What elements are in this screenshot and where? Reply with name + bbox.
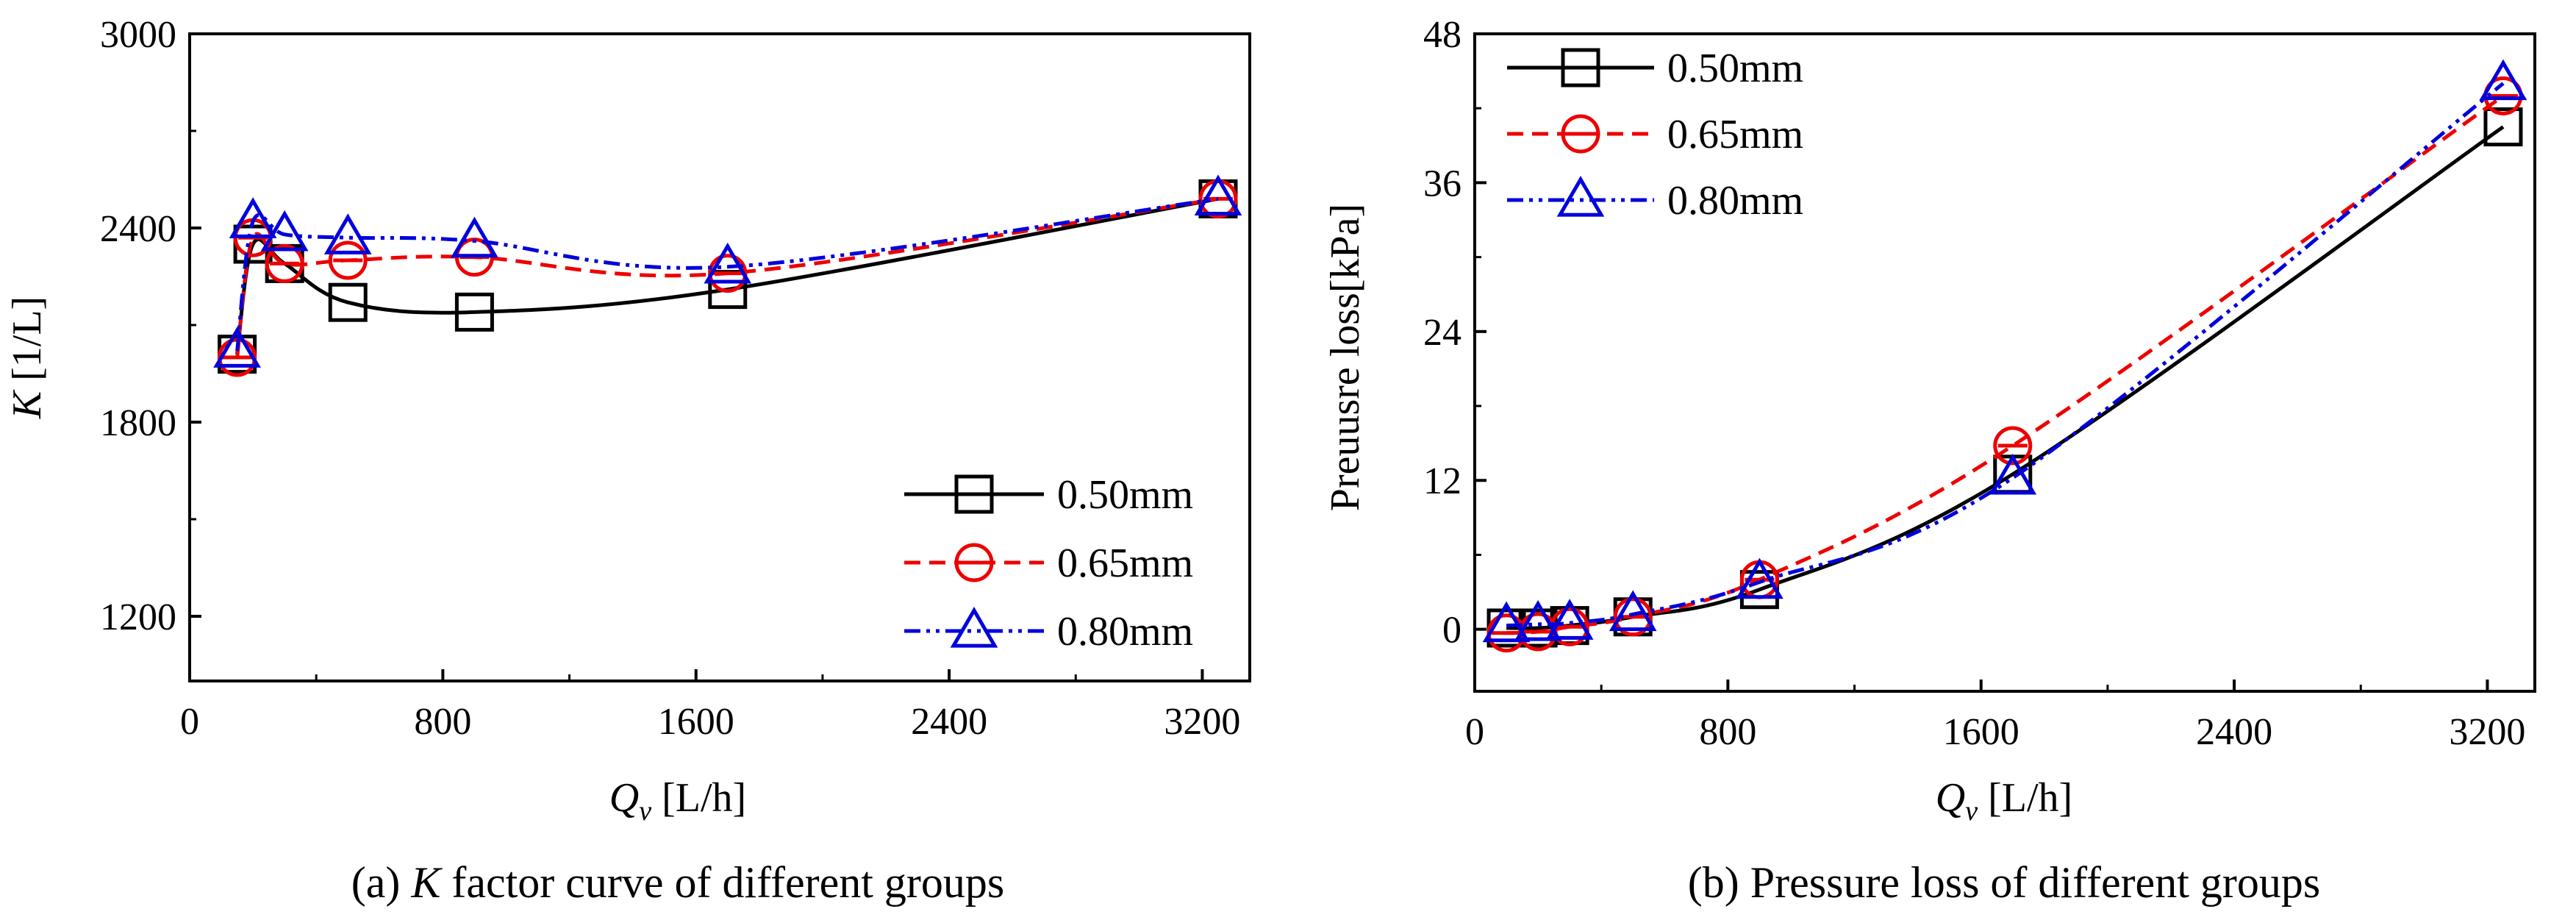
- x-tick-label: 1600: [1943, 711, 2019, 753]
- caption-symbol: K: [410, 858, 443, 907]
- x-tick-label: 800: [414, 701, 471, 743]
- x-tick-label: 800: [1699, 711, 1756, 753]
- data-point: [1545, 599, 1594, 640]
- data-point-ring: [1993, 426, 2033, 466]
- data-point: [1736, 557, 1783, 599]
- x-axis-label-subscript: v: [639, 796, 651, 827]
- x-axis-label-symbol: Q: [609, 775, 639, 821]
- data-point: [260, 210, 309, 252]
- y-tick-label: 24: [1423, 312, 1461, 354]
- y-axis-label-symbol: K: [4, 389, 50, 419]
- data-point: [1609, 590, 1657, 632]
- caption-text: factor curve of different groups: [440, 858, 1004, 907]
- legend-entry-0.65mm: 0.65mm: [1507, 112, 1803, 157]
- data-point: [328, 282, 368, 322]
- y-axis-label-unit: [1/L]: [4, 296, 50, 391]
- data-point-ring: [265, 243, 304, 283]
- data-point: [451, 216, 498, 258]
- data-point: [2483, 107, 2523, 147]
- data-point: [1194, 174, 1242, 216]
- y-tick-label: 36: [1423, 163, 1461, 204]
- x-tick-label: 2400: [2196, 711, 2272, 753]
- legend-entry-0.65mm: 0.65mm: [904, 541, 1193, 586]
- legend-label: 0.65mm: [1667, 112, 1803, 157]
- data-point: [328, 240, 368, 280]
- x-tick-label: 3200: [2449, 711, 2525, 753]
- data-point: [708, 254, 748, 293]
- data-point-ring: [328, 240, 368, 280]
- series-line: [1506, 82, 2505, 628]
- legend-label: 0.65mm: [1057, 541, 1193, 586]
- y-tick-label: 48: [1423, 14, 1461, 56]
- series-0.50mm: [1486, 107, 2523, 648]
- series-0.65mm: [218, 179, 1238, 377]
- series-0.80mm: [213, 174, 1242, 368]
- series-0.80mm: [1482, 59, 2527, 643]
- caption-prefix: (a): [351, 858, 412, 907]
- plot-frame: [188, 32, 1251, 682]
- legend-marker: [1556, 176, 1605, 217]
- series-line: [1506, 125, 2505, 630]
- data-point: [213, 327, 261, 368]
- y-axis-label: Preuusre loss[kPa]: [1323, 204, 1368, 511]
- legend-label: 0.50mm: [1057, 472, 1193, 518]
- y-axis-label: K [1/L]: [4, 296, 50, 419]
- y-tick-label: 0: [1442, 610, 1461, 652]
- legend-marker: [954, 543, 994, 582]
- legend-marker: [1561, 48, 1600, 88]
- series-line: [1506, 94, 2505, 635]
- x-tick-label: 3200: [1164, 701, 1240, 743]
- legend-entry-0.50mm: 0.50mm: [1507, 46, 1803, 91]
- legend-marker: [954, 474, 994, 514]
- legend-marker: [950, 607, 998, 648]
- y-tick-label: 1800: [100, 402, 176, 444]
- x-axis-label-unit: [L/h]: [1978, 775, 2072, 821]
- data-point: [1514, 599, 1562, 641]
- legend-label: 0.50mm: [1667, 46, 1803, 91]
- y-tick-label: 2400: [100, 208, 176, 250]
- x-tick-label: 0: [180, 701, 199, 743]
- data-point: [1989, 453, 2037, 495]
- data-point: [323, 213, 372, 254]
- y-tick-label: 12: [1423, 460, 1461, 502]
- x-axis-label-subscript: v: [1965, 796, 1978, 827]
- data-point: [1482, 601, 1531, 643]
- legend-entry-0.80mm: 0.80mm: [904, 607, 1193, 655]
- series-0.65mm: [1486, 76, 2523, 653]
- data-point: [2479, 59, 2527, 101]
- chart-a: 0 800 1600 2400 3200 1200 1800 2400 3000 0.50mm 0.…: [4, 14, 1251, 907]
- y-tick-label: 1200: [100, 596, 176, 638]
- y-tick-label: 3000: [100, 14, 176, 56]
- series-0.50mm: [218, 179, 1238, 374]
- chart-b: 0 800 1600 2400 3200 0 12 24 36 48 0.50mm 0.65mm 0.8…: [1323, 14, 2536, 907]
- legend-entry-0.50mm: 0.50mm: [904, 472, 1193, 518]
- figure-caption: (a) K factor curve of different groups: [351, 858, 1005, 907]
- plot-frame: [1473, 32, 2536, 693]
- legend-entry-0.80mm: 0.80mm: [1507, 176, 1803, 224]
- series-line: [235, 196, 1219, 352]
- x-axis-label: Qv [L/h]: [1936, 775, 2072, 827]
- series-line: [235, 196, 1219, 354]
- data-point: [265, 243, 304, 283]
- data-point: [1993, 426, 2033, 466]
- figure-caption: (b) Pressure loss of different groups: [1688, 858, 2320, 907]
- legend-label: 0.80mm: [1057, 609, 1193, 655]
- data-point-ring: [1613, 597, 1653, 637]
- series-line: [235, 196, 1219, 358]
- legend-marker-ring: [1561, 114, 1600, 154]
- legend-marker-ring: [954, 543, 994, 582]
- x-tick-label: 1600: [658, 701, 734, 743]
- legend-marker: [1561, 114, 1600, 154]
- x-axis-label: Qv [L/h]: [609, 775, 746, 827]
- x-tick-label: 0: [1465, 711, 1484, 753]
- x-tick-label: 2400: [911, 701, 987, 743]
- x-axis-label-symbol: Q: [1936, 775, 1965, 821]
- legend-label: 0.80mm: [1667, 178, 1803, 224]
- x-axis-label-unit: [L/h]: [651, 775, 746, 821]
- data-point: [454, 292, 494, 332]
- data-point: [704, 242, 752, 284]
- data-point: [229, 197, 277, 238]
